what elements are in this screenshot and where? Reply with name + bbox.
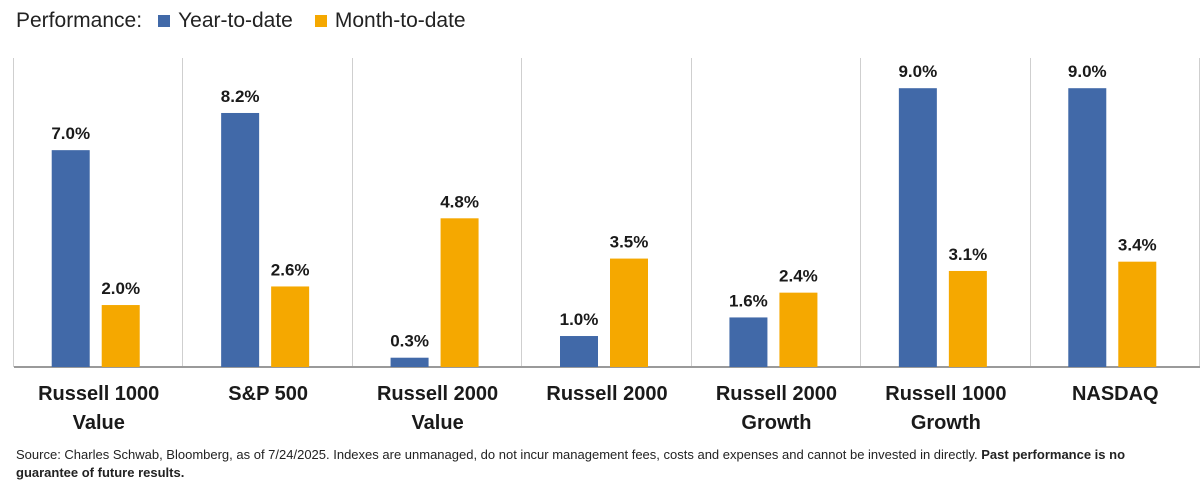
category-label-6-line-0: NASDAQ — [1072, 383, 1159, 405]
data-label-mtd-6: 3.4% — [1118, 236, 1157, 255]
bar-mtd-2 — [440, 218, 479, 367]
data-label-mtd-3: 3.5% — [610, 233, 649, 252]
category-label-4-line-0: Russell 2000 — [716, 383, 837, 405]
bar-ytd-1 — [221, 112, 260, 367]
legend-swatch-ytd — [158, 15, 171, 27]
legend-label-ytd: Year-to-date — [178, 9, 293, 32]
bar-mtd-1 — [271, 286, 310, 367]
category-label-3-line-0: Russell 2000 — [546, 383, 667, 405]
bar-mtd-6 — [1118, 261, 1157, 367]
data-label-mtd-4: 2.4% — [779, 267, 818, 286]
data-label-ytd-5: 9.0% — [898, 62, 937, 81]
bar-mtd-3 — [610, 258, 648, 367]
bar-mtd-0 — [101, 305, 140, 367]
source-text: Source: Charles Schwab, Bloomberg, as of… — [16, 447, 982, 462]
data-label-mtd-2: 4.8% — [440, 192, 479, 211]
bar-ytd-0 — [51, 150, 90, 367]
bar-mtd-4 — [779, 292, 818, 367]
category-label-0-line-1: Value — [73, 412, 125, 434]
legend-item-ytd: Year-to-date — [158, 9, 293, 33]
bar-ytd-3 — [560, 336, 598, 367]
category-label-1-line-0: S&P 500 — [228, 383, 308, 405]
legend-item-mtd: Month-to-date — [314, 9, 466, 33]
bar-ytd-4 — [729, 317, 768, 367]
bar-ytd-6 — [1068, 88, 1107, 368]
bar-chart: 7.0% 2.0% Russell 1000 Value 8.2% 2.6% S&P 500… — [13, 58, 1200, 434]
data-label-ytd-0: 7.0% — [51, 124, 90, 143]
data-label-mtd-5: 3.1% — [948, 245, 987, 264]
source-note: Source: Charles Schwab, Bloomberg, as of… — [16, 446, 1186, 482]
data-label-mtd-1: 2.6% — [271, 260, 310, 279]
data-label-ytd-6: 9.0% — [1068, 62, 1107, 81]
bar-mtd-5 — [948, 270, 987, 367]
bar-ytd-2 — [390, 357, 429, 367]
category-label-4-line-1: Growth — [741, 412, 811, 434]
disclaimer-text: Past performance is no guarantee of futu… — [16, 447, 1126, 480]
chart-legend: Performance: Year-to-date Month-to-date — [16, 6, 488, 36]
bar-ytd-5 — [898, 88, 937, 368]
data-label-ytd-2: 0.3% — [390, 332, 429, 351]
category-label-5-line-0: Russell 1000 — [885, 383, 1006, 405]
category-label-2-line-0: Russell 2000 — [377, 383, 498, 405]
category-label-2-line-1: Value — [411, 412, 463, 434]
category-label-0-line-0: Russell 1000 — [38, 383, 159, 405]
data-label-ytd-1: 8.2% — [221, 87, 260, 106]
data-label-mtd-0: 2.0% — [101, 279, 140, 298]
legend-label-mtd: Month-to-date — [334, 9, 466, 32]
legend-swatch-mtd — [314, 15, 327, 27]
category-label-5-line-1: Growth — [911, 412, 981, 434]
data-label-ytd-3: 1.0% — [560, 310, 599, 329]
legend-title: Performance: — [16, 9, 143, 32]
data-label-ytd-4: 1.6% — [729, 291, 768, 310]
